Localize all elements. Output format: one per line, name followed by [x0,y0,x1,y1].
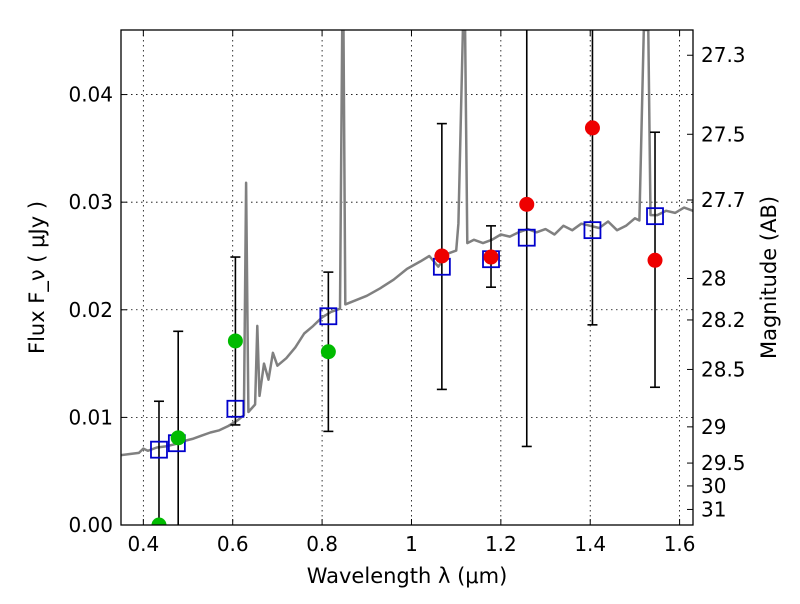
observed-point-red [483,249,499,265]
right-magnitude-label: 29.5 [701,451,746,475]
observed-point-red [519,196,535,212]
x-tick-label: 0.6 [217,532,249,556]
observed-point-green [170,430,186,446]
x-tick-label: 1.2 [485,532,517,556]
x-tick-label: 1 [405,532,418,556]
right-magnitude-label: 31 [701,497,726,521]
right-magnitude-label: 28 [701,266,726,290]
y-tick-label: 0.02 [68,298,113,322]
right-magnitude-label: 27.7 [701,188,746,212]
x-tick-label: 0.8 [306,532,338,556]
observed-point-green [320,344,336,360]
observed-point-red [647,252,663,268]
model-photometry-square [583,221,602,240]
x-tick-label: 0.4 [127,532,159,556]
observed-point-green [227,333,243,349]
x-tick-label: 1.4 [574,532,606,556]
y-tick-label: 0.04 [68,83,113,107]
right-magnitude-label: 29 [701,415,726,439]
observed-point-red [434,248,450,264]
right-magnitude-label: 28.5 [701,357,746,381]
template-spectrum-line [121,30,693,457]
right-magnitude-label: 27.3 [701,43,746,67]
model-photometry-square [226,399,245,418]
right-magnitude-label: 28.2 [701,308,746,332]
plot-frame [120,29,694,526]
right-axis-label: Magnitude (AB) [757,196,781,359]
right-magnitude-label: 27.5 [701,122,746,146]
y-tick-label: 0.01 [68,405,113,429]
x-tick-label: 1.6 [664,532,696,556]
observed-point-green [151,517,167,525]
y-tick-label: 0.00 [68,513,113,537]
model-photometry-square [319,307,338,326]
observed-point-red [584,120,600,136]
model-photometry-square [517,228,536,247]
y-axis-label: Flux F_ν ( μJy ) [25,201,50,354]
model-photometry-square [150,440,168,459]
y-tick-label: 0.03 [68,190,113,214]
right-magnitude-label: 30 [701,474,726,498]
model-photometry-square [646,207,664,226]
x-axis-label: Wavelength λ (μm) [307,564,508,588]
